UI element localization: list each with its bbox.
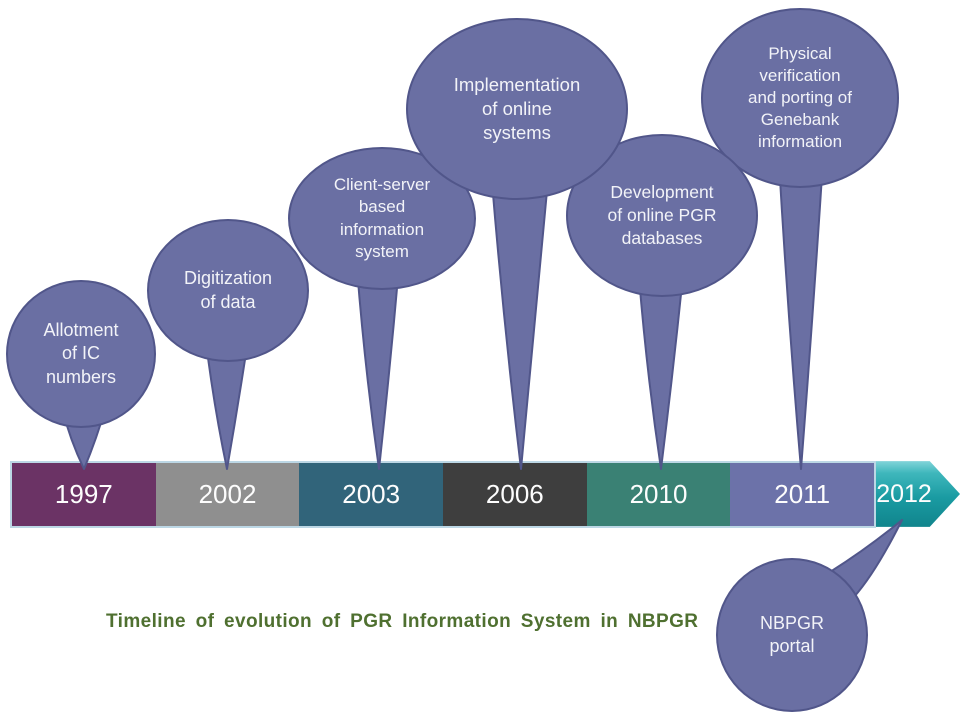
year-label: 2002: [198, 479, 257, 509]
callout-tail-2011: [778, 159, 824, 470]
callout-genebank-information: Physical verification and porting of Gen…: [701, 8, 899, 188]
callout-nbpgr-portal: NBPGR portal: [716, 558, 868, 712]
callout-label: Implementation of online systems: [453, 73, 581, 144]
callout-digitization-of-data: Digitization of data: [147, 219, 309, 362]
year-label: 2012: [876, 479, 932, 508]
timeline-segment-2002: 2002: [155, 463, 300, 526]
year-label: 2006: [485, 479, 544, 509]
callout-allotment-ic-numbers: Allotment of IC numbers: [6, 280, 156, 428]
timeline-segment-2006: 2006: [443, 463, 587, 526]
callout-online-systems: Implementation of online systems: [406, 18, 628, 200]
callout-label: Development of online PGR databases: [607, 182, 717, 248]
callout-tail-2010: [638, 274, 684, 470]
year-label: 2010: [629, 479, 688, 509]
year-label: 2003: [342, 479, 401, 509]
timeline-segment-2011: 2011: [730, 463, 875, 526]
year-label: 1997: [54, 479, 113, 509]
timeline-arrow-2012: 2012: [876, 461, 960, 527]
callout-label: Allotment of IC numbers: [43, 319, 119, 387]
slide-caption: Timeline of evolution of PGR Information…: [106, 611, 699, 632]
callout-tail-2003: [356, 265, 400, 470]
timeline-segment-1997: 1997: [12, 463, 156, 526]
callout-label: NBPGR portal: [759, 612, 824, 656]
timeline-bar: 1997 2002 2003 2006 2010 2011: [10, 461, 876, 528]
callout-label: Digitization of data: [183, 268, 273, 312]
callout-tail-2006: [491, 179, 549, 470]
callout-label: Physical verification and porting of Gen…: [748, 43, 852, 152]
timeline-segment-2003: 2003: [299, 463, 444, 526]
callout-label: Client-server based information system: [333, 175, 431, 261]
timeline-segment-2010: 2010: [586, 463, 731, 526]
year-label: 2011: [774, 479, 831, 509]
